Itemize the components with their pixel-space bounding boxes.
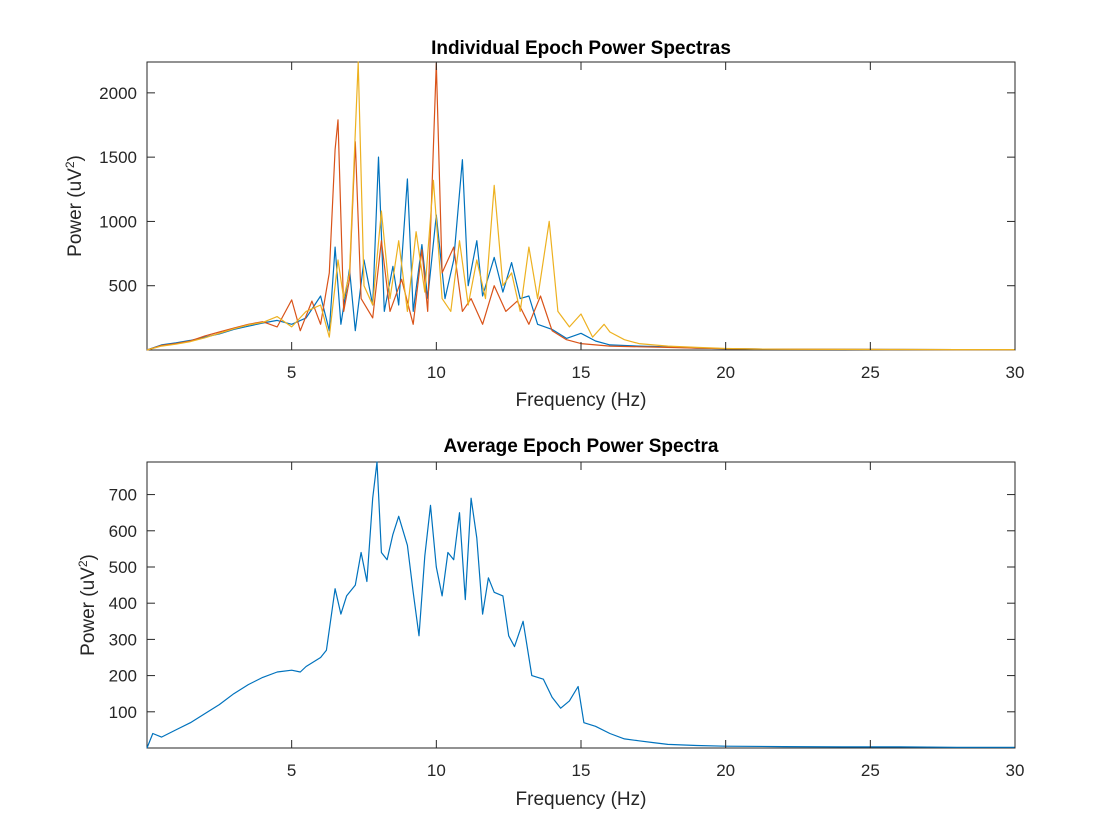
y-axis-label-base: Power (uV xyxy=(78,567,99,656)
average-epoch-spectra-axes: 5 10 15 20 25 30 100 200 300 400 500 600 700 Average… xyxy=(76,436,1024,810)
axes-frame xyxy=(146,61,1016,351)
y-axis-label: Power (uV2) xyxy=(76,554,99,656)
y-tick-label: 100 xyxy=(109,703,137,722)
y-tick-label: 200 xyxy=(109,667,137,686)
x-tick-label: 20 xyxy=(716,761,735,780)
x-tick-label: 15 xyxy=(572,363,591,382)
x-tick-label: 10 xyxy=(427,761,446,780)
y-tick-label: 500 xyxy=(109,558,137,577)
plot-area xyxy=(146,61,1015,351)
y-axis-label-end: ) xyxy=(78,554,99,560)
x-axis-label: Frequency (Hz) xyxy=(516,789,647,810)
y-tick-label: 1500 xyxy=(99,148,137,167)
y-axis-label-sup: 2 xyxy=(76,560,90,567)
series-line-1 xyxy=(146,156,1015,351)
y-tick-label: 1000 xyxy=(99,212,137,231)
y-tick-label: 300 xyxy=(109,630,137,649)
axes-frame xyxy=(146,461,1016,749)
chart-title: Individual Epoch Power Spectras xyxy=(431,38,731,59)
y-axis-label-base: Power (uV xyxy=(65,168,86,257)
x-tick-label: 30 xyxy=(1006,363,1025,382)
individual-epoch-spectra-axes: 5 10 15 20 25 30 500 1000 1500 2000 Individual Ep… xyxy=(63,38,1024,411)
series-line-3 xyxy=(146,61,1015,351)
series-line-1 xyxy=(146,461,1015,749)
y-tick-label: 700 xyxy=(109,486,137,505)
series-line-2 xyxy=(146,62,1015,351)
y-axis-label-end: ) xyxy=(65,155,86,161)
plot-area xyxy=(146,461,1015,749)
y-tick-label: 600 xyxy=(109,522,137,541)
x-tick-label: 25 xyxy=(861,363,880,382)
x-tick-label: 30 xyxy=(1006,761,1025,780)
ticks: 5 10 15 20 25 30 100 200 300 400 500 600 700 xyxy=(109,462,1025,780)
y-axis-label: Power (uV2) xyxy=(63,155,86,257)
x-tick-label: 15 xyxy=(572,761,591,780)
y-tick-label: 2000 xyxy=(99,84,137,103)
x-tick-label: 10 xyxy=(427,363,446,382)
x-tick-label: 20 xyxy=(716,363,735,382)
ticks: 5 10 15 20 25 30 500 1000 1500 2000 xyxy=(99,62,1024,382)
y-tick-label: 500 xyxy=(109,277,137,296)
x-axis-label: Frequency (Hz) xyxy=(516,390,647,411)
chart-title: Average Epoch Power Spectra xyxy=(444,436,719,457)
x-tick-label: 5 xyxy=(287,363,296,382)
y-tick-label: 400 xyxy=(109,594,137,613)
y-axis-label-sup: 2 xyxy=(63,161,77,168)
x-tick-label: 25 xyxy=(861,761,880,780)
x-tick-label: 5 xyxy=(287,761,296,780)
